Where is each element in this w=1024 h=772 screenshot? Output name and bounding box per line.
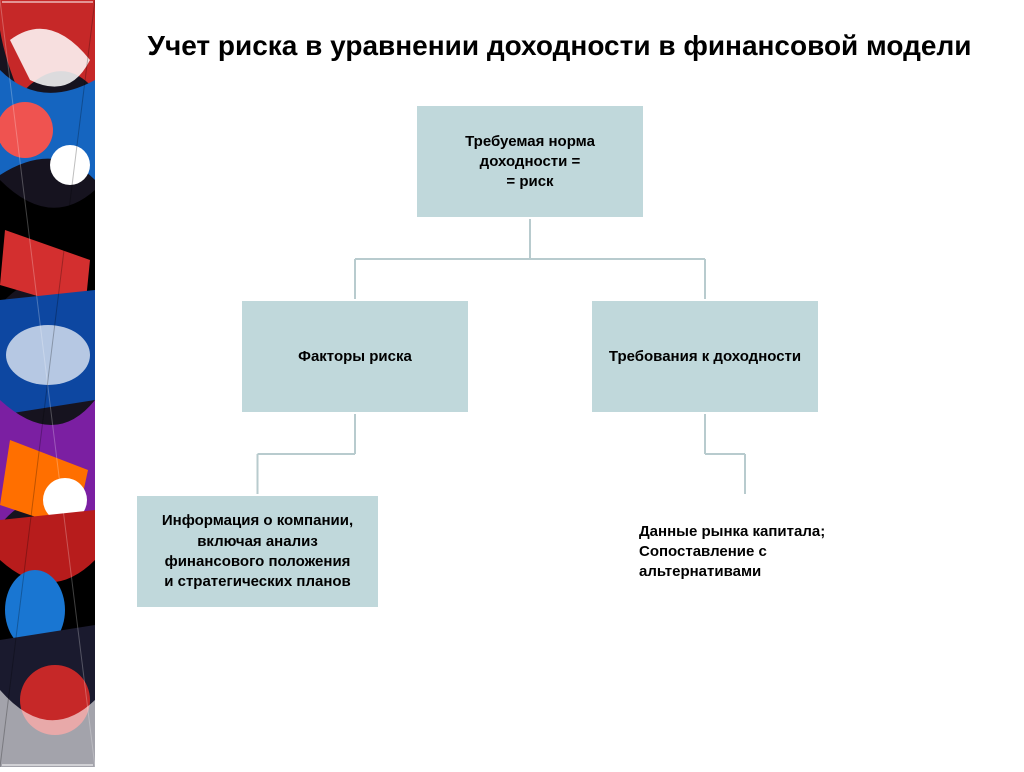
node-market-data: Данные рынка капитала;Сопоставление саль… (625, 494, 865, 609)
node-company-info: Информация о компании,включая анализфина… (135, 494, 380, 609)
node-requirements: Требования к доходности (590, 299, 820, 414)
slide-content: Учет риска в уравнении доходности в фина… (95, 0, 1024, 767)
slide-title: Учет риска в уравнении доходности в фина… (95, 0, 1024, 74)
node-factors: Факторы риска (240, 299, 470, 414)
decorative-sidebar (0, 0, 95, 767)
node-root: Требуемая нормадоходности == риск (415, 104, 645, 219)
hierarchy-diagram: Требуемая нормадоходности == риск Факторы… (95, 74, 1024, 674)
